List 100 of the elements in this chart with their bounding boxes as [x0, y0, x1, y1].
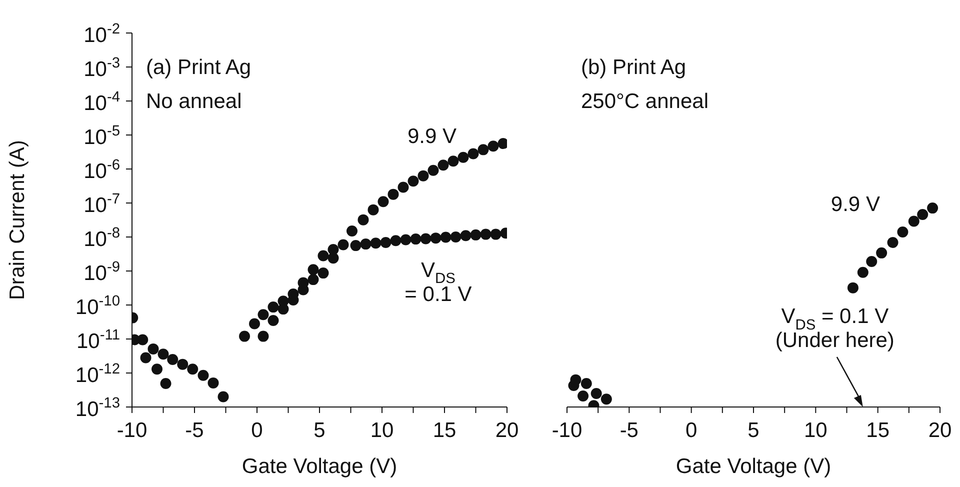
point: [440, 232, 452, 243]
text: (a) Print Ag: [146, 55, 252, 81]
point: [388, 188, 399, 200]
point: [198, 370, 209, 381]
y-tick-label: 10$^{-2}$: [84, 22, 120, 47]
x-tick-label: -10: [552, 419, 582, 442]
text: (b) Print Ag: [581, 55, 688, 81]
annotation: V$_{DS}$ = 0.1 V: [404, 258, 472, 306]
y-axis-title: Drain Current (A): [5, 139, 30, 302]
y-tick-label: 10$^{-11}$: [76, 328, 120, 353]
x-tick-label: 20: [495, 419, 519, 442]
x-tick-label: 15: [432, 419, 456, 442]
x-tick-label: 5: [314, 419, 326, 442]
point: [430, 232, 442, 244]
point: [927, 202, 938, 214]
point: [148, 343, 159, 354]
point: [258, 309, 269, 320]
point: [897, 226, 908, 238]
annotation: 9.9 V: [407, 125, 457, 148]
point: [570, 374, 582, 386]
point: [400, 234, 412, 246]
point: [408, 176, 419, 187]
y-tick-label: 10$^{-8}$: [84, 226, 120, 251]
y-tick-label: 10$^{-13}$: [75, 396, 120, 421]
point: [370, 238, 382, 249]
point: [908, 216, 920, 227]
annotation: 9.9 V: [830, 193, 880, 216]
point: [268, 315, 279, 326]
point: [917, 208, 928, 220]
point: [368, 204, 379, 216]
x-axis-title: Gate Voltage (V): [676, 455, 832, 478]
point: [350, 240, 362, 252]
x-tick-label: -10: [116, 419, 148, 442]
point: [480, 228, 492, 240]
x-tick-label: 10: [370, 419, 394, 442]
y-tick-label: 10$^{-10}$: [75, 294, 120, 319]
annotation: V$_{DS}$ = 0.1 V (Under here): [775, 305, 894, 352]
x-tick-label: 0: [685, 419, 698, 442]
point: [380, 236, 392, 248]
point: [160, 378, 172, 390]
point: [308, 274, 319, 286]
x-axis-title: Gate Voltage (V): [242, 455, 398, 478]
point: [458, 152, 469, 163]
point: [450, 232, 462, 242]
point: [378, 196, 389, 208]
point: [328, 244, 339, 255]
point: [887, 236, 898, 248]
point: [578, 390, 589, 402]
point: [428, 164, 439, 176]
point: [239, 330, 250, 342]
point: [468, 148, 479, 160]
point: [258, 330, 269, 342]
x-tick-label: 5: [748, 419, 760, 442]
x-tick-label: 20: [928, 419, 952, 442]
point: [580, 378, 592, 390]
y-tick-label: 10$^{-9}$: [84, 260, 120, 285]
point: [268, 302, 279, 313]
point: [420, 233, 432, 244]
y-tick-label: 10$^{-7}$: [84, 192, 120, 217]
text: No anneal: [146, 89, 243, 115]
point: [208, 377, 219, 388]
point: [460, 230, 472, 242]
point: [318, 250, 329, 262]
point: [360, 238, 372, 250]
y-tick-label: 10$^{-6}$: [84, 158, 120, 183]
point: [438, 160, 449, 171]
point: [448, 156, 459, 167]
point: [600, 394, 612, 405]
y-tick-label: 10$^{-4}$: [84, 90, 120, 115]
x-tick-label: 0: [251, 419, 263, 442]
point: [187, 364, 198, 375]
point: [338, 239, 349, 250]
point: [308, 264, 319, 276]
point: [488, 140, 499, 152]
point: [249, 318, 260, 330]
point: [410, 234, 422, 245]
point: [218, 391, 229, 402]
point: [158, 348, 169, 360]
point: [590, 388, 602, 399]
point: [866, 256, 878, 268]
y-tick-label: 10$^{-12}$: [75, 362, 120, 387]
point: [318, 268, 329, 279]
point: [847, 282, 858, 294]
x-tick-label: -5: [620, 419, 639, 442]
point: [167, 354, 178, 365]
x-tick-label: -5: [185, 419, 204, 442]
point: [470, 229, 482, 240]
point: [478, 144, 489, 156]
point: [418, 170, 429, 182]
point: [346, 226, 358, 237]
y-tick-label: 10$^{-3}$: [84, 56, 120, 81]
point: [398, 182, 409, 193]
text: 250°C anneal: [581, 89, 708, 115]
point: [358, 214, 369, 226]
point: [177, 358, 188, 370]
point: [876, 247, 888, 258]
point: [857, 266, 868, 278]
x-tick-label: 10: [804, 419, 828, 442]
point: [152, 364, 162, 375]
x-tick-label: 15: [866, 419, 890, 442]
